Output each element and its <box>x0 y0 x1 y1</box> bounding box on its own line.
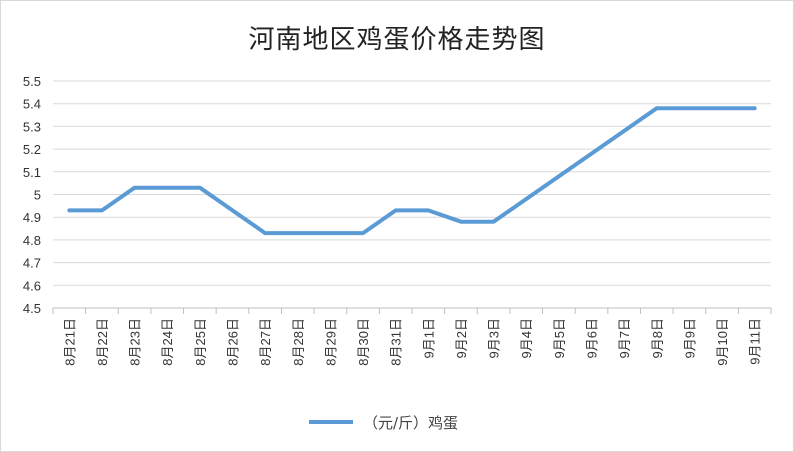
x-tick-label: 8月24日 <box>160 318 175 366</box>
y-tick-label: 4.5 <box>23 301 41 316</box>
x-tick-label: 9月5日 <box>552 318 567 358</box>
chart-title: 河南地区鸡蛋价格走势图 <box>248 25 546 55</box>
x-tick-label: 9月11日 <box>748 318 763 365</box>
y-tick-label: 4.9 <box>23 210 41 225</box>
x-tick-label: 9月8日 <box>650 318 665 358</box>
x-tick-label: 8月23日 <box>128 318 143 366</box>
x-tick-label: 9月6日 <box>585 318 600 358</box>
y-tick-label: 5.2 <box>23 142 41 157</box>
x-tick-label: 8月27日 <box>258 318 273 366</box>
y-tick-label: 5 <box>34 188 41 203</box>
x-tick-label: 8月22日 <box>95 318 110 366</box>
y-tick-label: 5.4 <box>23 97 41 112</box>
y-tick-label: 4.6 <box>23 278 41 293</box>
x-tick-label: 8月25日 <box>193 318 208 366</box>
y-tick-label: 4.7 <box>23 256 41 271</box>
x-tick-label: 8月29日 <box>323 318 338 366</box>
x-tick-label: 9月7日 <box>617 318 632 358</box>
x-tick-label: 9月4日 <box>519 318 534 358</box>
x-tick-label: 9月10日 <box>715 318 730 366</box>
y-tick-label: 5.5 <box>23 74 41 89</box>
series-line <box>67 106 757 236</box>
x-tick-label: 9月9日 <box>682 318 697 358</box>
x-tick-label: 9月1日 <box>421 318 436 358</box>
x-tick-label: 8月21日 <box>62 318 77 366</box>
x-tick-label: 9月2日 <box>454 318 469 358</box>
x-tick-label: 9月3日 <box>487 318 502 358</box>
legend-label: （元/斤）鸡蛋 <box>363 414 458 432</box>
y-tick-label: 4.8 <box>23 233 41 248</box>
x-tick-label: 8月28日 <box>291 318 306 366</box>
y-tick-label: 5.1 <box>23 165 41 180</box>
x-tick-label: 8月31日 <box>389 318 404 366</box>
x-tick-label: 8月26日 <box>226 318 241 366</box>
x-tick-label: 8月30日 <box>356 318 371 366</box>
y-tick-label: 5.3 <box>23 119 41 134</box>
